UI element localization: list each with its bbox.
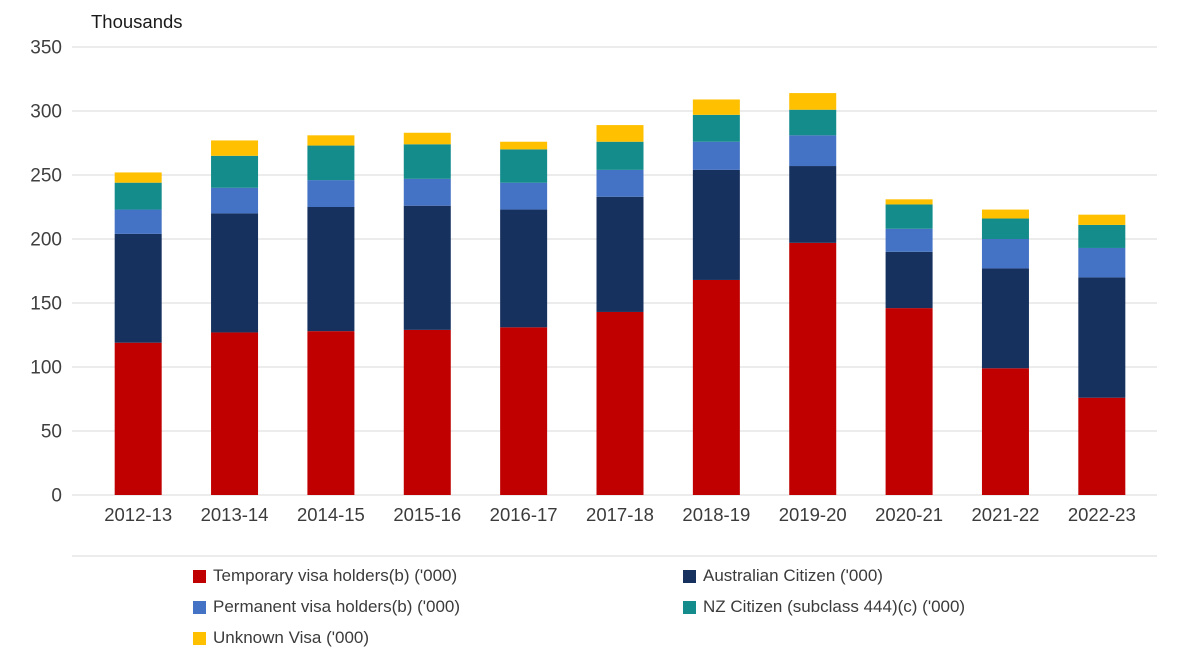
y-tick-label: 350 — [30, 38, 62, 59]
x-tick-label: 2016-17 — [490, 504, 558, 525]
legend-label: Australian Citizen ('000) — [703, 566, 883, 585]
x-tick-label: 2021-22 — [972, 504, 1040, 525]
bar-segment — [403, 178, 451, 206]
bar-segment — [885, 204, 933, 229]
legend-swatch — [193, 600, 206, 614]
bar-segment — [500, 141, 548, 150]
bar-segment — [211, 332, 259, 495]
bar-segment — [307, 180, 355, 207]
legend-swatch — [193, 569, 206, 583]
bar-segment — [500, 209, 548, 328]
bar-segment — [981, 268, 1029, 369]
bar-segment — [500, 182, 548, 210]
bar-segment — [789, 135, 837, 167]
x-tick-label: 2019-20 — [779, 504, 847, 525]
bar-segment — [885, 308, 933, 495]
bar-segment — [885, 228, 933, 252]
bar-segment — [1078, 224, 1126, 248]
bar-segment — [307, 207, 355, 332]
x-tick-label: 2013-14 — [201, 504, 269, 525]
x-tick-label: 2017-18 — [586, 504, 654, 525]
bar-segment — [1078, 277, 1126, 398]
legend-item: Australian Citizen ('000) — [683, 566, 883, 586]
x-tick-label: 2015-16 — [393, 504, 461, 525]
bar-segment — [403, 205, 451, 330]
bar-segment — [596, 311, 644, 495]
bar-segment — [114, 233, 162, 343]
y-tick-label: 250 — [30, 166, 62, 187]
chart-svg: 0 50 100 150 200 250 300 350 2012-13 2013-14 2014-… — [30, 38, 1157, 557]
bar-segment — [885, 251, 933, 309]
bar-segment — [981, 209, 1029, 219]
bar-segment — [307, 331, 355, 495]
y-tick-label: 50 — [41, 422, 62, 443]
bar-segment — [307, 145, 355, 181]
legend-swatch — [193, 631, 206, 645]
legend-label: NZ Citizen (subclass 444)(c) ('000) — [703, 597, 966, 616]
bar-segment — [500, 149, 548, 183]
bar-segment — [1078, 214, 1126, 225]
bar-segment — [596, 169, 644, 197]
bar-segment — [789, 109, 837, 136]
y-tick-label: 200 — [30, 230, 62, 251]
legend-swatch — [683, 569, 696, 583]
bar-segment — [596, 196, 644, 312]
bar-segment — [885, 199, 933, 205]
legend-label: Permanent visa holders(b) ('000) — [213, 597, 461, 616]
legend-swatch — [683, 600, 696, 614]
y-axis-title: Thousands — [91, 11, 183, 32]
y-tick-label: 0 — [51, 486, 62, 507]
bar-segment — [211, 213, 259, 333]
bar-segment — [692, 114, 740, 142]
bar-segment — [114, 342, 162, 495]
legend-item: Unknown Visa ('000) — [193, 628, 369, 648]
bar-segment — [114, 182, 162, 210]
bar-segment — [692, 99, 740, 115]
bar-segment — [692, 279, 740, 495]
bar-segment — [981, 368, 1029, 495]
x-tick-label: 2014-15 — [297, 504, 365, 525]
legend-label: Unknown Visa ('000) — [213, 628, 370, 647]
legend-item: Permanent visa holders(b) ('000) — [193, 597, 460, 617]
legend-label: Temporary visa holders(b) ('000) — [213, 566, 458, 585]
bar-segment — [596, 141, 644, 170]
bar-segment — [1078, 247, 1126, 278]
bar-segment — [1078, 397, 1126, 495]
bar-segment — [114, 172, 162, 183]
bar-segment — [211, 140, 259, 156]
legend-item: NZ Citizen (subclass 444)(c) ('000) — [683, 597, 965, 617]
x-tick-label: 2022-23 — [1068, 504, 1136, 525]
bar-segment — [789, 166, 837, 243]
bar-segment — [114, 209, 162, 234]
bar-segment — [211, 187, 259, 214]
bar-segment — [403, 132, 451, 145]
x-tick-label: 2018-19 — [682, 504, 750, 525]
x-tick-label: 2012-13 — [104, 504, 172, 525]
bar-segment — [692, 169, 740, 280]
bar-segment — [789, 242, 837, 495]
y-tick-label: 150 — [30, 294, 62, 315]
legend-item: Temporary visa holders(b) ('000) — [193, 566, 457, 586]
bar-segment — [692, 141, 740, 170]
bar-segment — [500, 327, 548, 495]
bar-segment — [789, 93, 837, 110]
bar-segment — [981, 218, 1029, 239]
bar-segment — [596, 125, 644, 142]
bar-segment — [211, 155, 259, 188]
bar-segment — [307, 135, 355, 146]
y-tick-label: 300 — [30, 102, 62, 123]
bar-segment — [981, 239, 1029, 269]
bar-segment — [403, 329, 451, 495]
x-tick-label: 2020-21 — [875, 504, 943, 525]
bar-segment — [403, 144, 451, 179]
y-tick-label: 100 — [30, 358, 62, 379]
